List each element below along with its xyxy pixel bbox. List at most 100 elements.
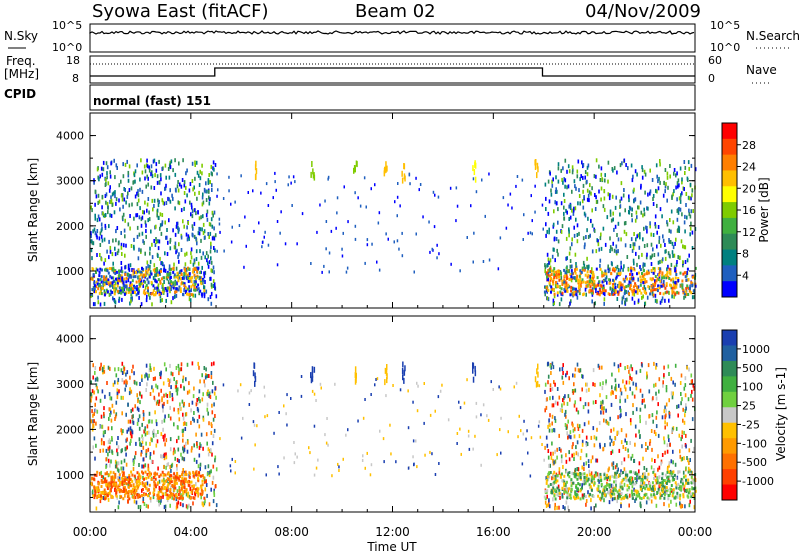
data-point bbox=[671, 195, 673, 199]
data-point bbox=[455, 219, 457, 222]
data-point bbox=[188, 381, 190, 385]
data-point bbox=[514, 385, 516, 388]
data-point bbox=[161, 480, 163, 483]
data-point bbox=[682, 430, 684, 434]
data-point bbox=[622, 379, 624, 383]
data-point bbox=[633, 232, 635, 236]
data-point bbox=[547, 289, 549, 292]
data-point bbox=[572, 445, 574, 449]
data-point bbox=[118, 270, 120, 273]
data-point bbox=[132, 430, 134, 434]
data-point bbox=[641, 296, 643, 300]
data-point bbox=[118, 198, 120, 202]
data-point bbox=[254, 443, 256, 446]
data-point bbox=[640, 389, 642, 393]
data-point bbox=[142, 216, 144, 220]
data-point bbox=[633, 471, 635, 474]
colorbar-swatch bbox=[722, 123, 737, 139]
data-point bbox=[603, 406, 605, 410]
data-point bbox=[158, 393, 160, 397]
data-point bbox=[657, 481, 659, 484]
data-point bbox=[582, 293, 584, 296]
data-point bbox=[663, 239, 665, 243]
data-point bbox=[123, 474, 125, 477]
data-point bbox=[187, 505, 189, 509]
power-ylabel: Slant Range [km] bbox=[26, 158, 40, 262]
data-point bbox=[681, 397, 683, 401]
data-point bbox=[156, 473, 158, 476]
data-point bbox=[673, 172, 675, 176]
data-point bbox=[197, 210, 199, 214]
data-point bbox=[610, 287, 612, 291]
data-point bbox=[594, 383, 596, 387]
data-point bbox=[679, 196, 681, 200]
data-point bbox=[456, 442, 458, 445]
data-point bbox=[599, 421, 601, 425]
data-point bbox=[170, 437, 172, 441]
data-point bbox=[561, 487, 563, 490]
data-point bbox=[175, 242, 177, 246]
data-point bbox=[141, 494, 143, 497]
data-point bbox=[664, 409, 666, 413]
data-point bbox=[116, 449, 118, 453]
data-point bbox=[600, 411, 602, 415]
data-point bbox=[122, 289, 124, 292]
data-point bbox=[111, 450, 113, 454]
data-point bbox=[611, 247, 613, 251]
data-point bbox=[127, 195, 129, 199]
data-point bbox=[177, 279, 179, 282]
data-point bbox=[376, 261, 378, 264]
data-point bbox=[100, 363, 102, 367]
data-point bbox=[153, 487, 155, 490]
data-point bbox=[150, 172, 152, 176]
data-point bbox=[158, 491, 160, 494]
data-point bbox=[691, 380, 693, 384]
data-point bbox=[554, 416, 556, 420]
data-point bbox=[109, 267, 111, 270]
data-point bbox=[553, 209, 555, 213]
data-point bbox=[185, 171, 187, 175]
data-point bbox=[160, 177, 162, 181]
data-point bbox=[194, 177, 196, 181]
data-point bbox=[160, 372, 162, 376]
data-point bbox=[121, 194, 123, 198]
data-point bbox=[182, 447, 184, 451]
data-point bbox=[655, 479, 657, 482]
data-point bbox=[652, 420, 654, 424]
data-point bbox=[207, 408, 209, 412]
data-point bbox=[597, 495, 599, 498]
data-point bbox=[94, 457, 96, 461]
data-point bbox=[630, 267, 632, 270]
data-point bbox=[135, 271, 137, 274]
data-point bbox=[112, 262, 114, 266]
data-point bbox=[144, 281, 146, 284]
data-point bbox=[688, 368, 690, 372]
data-point bbox=[110, 250, 112, 254]
data-point bbox=[264, 415, 266, 418]
data-point bbox=[293, 441, 295, 444]
data-point bbox=[324, 200, 326, 203]
data-point bbox=[184, 268, 186, 271]
data-point bbox=[647, 243, 649, 247]
data-point bbox=[132, 488, 134, 491]
data-point bbox=[149, 276, 151, 279]
data-point bbox=[397, 182, 399, 185]
data-point bbox=[169, 494, 171, 497]
data-point bbox=[630, 270, 632, 273]
data-point bbox=[171, 300, 173, 304]
data-point bbox=[692, 276, 694, 279]
data-point bbox=[128, 428, 130, 432]
data-point bbox=[108, 474, 110, 477]
data-point bbox=[98, 177, 100, 181]
colorbar-tick-label: 8 bbox=[742, 248, 749, 261]
data-point bbox=[211, 375, 213, 379]
data-point bbox=[136, 501, 138, 505]
data-point bbox=[178, 162, 180, 166]
data-point bbox=[622, 479, 624, 482]
data-point bbox=[601, 366, 603, 370]
data-point bbox=[671, 263, 673, 267]
data-point bbox=[102, 449, 104, 453]
data-point bbox=[441, 384, 443, 387]
data-point bbox=[603, 498, 605, 502]
data-point bbox=[625, 243, 627, 247]
